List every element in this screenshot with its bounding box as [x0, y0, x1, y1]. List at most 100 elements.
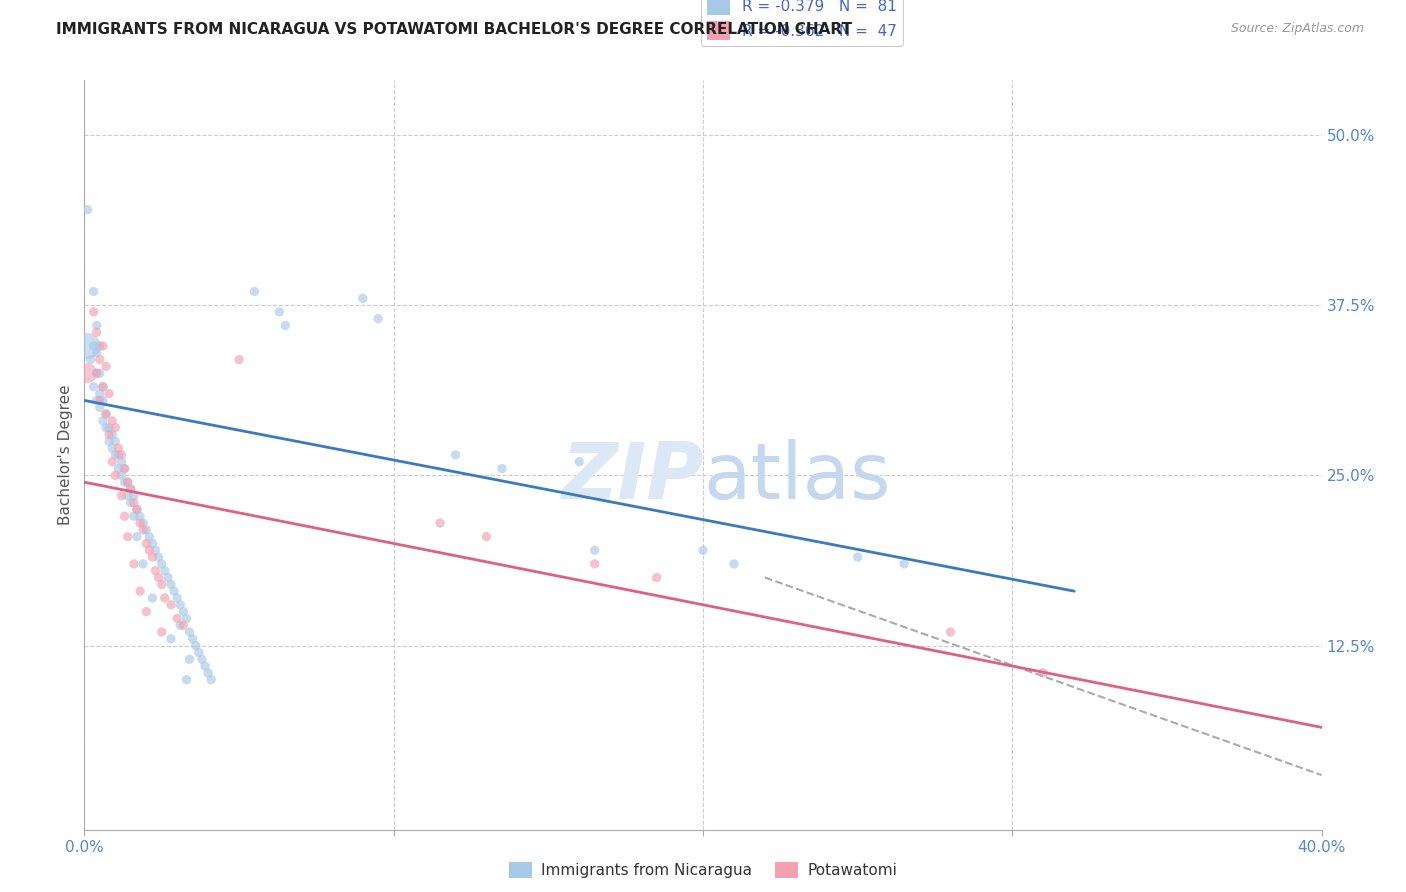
Point: [645, 570, 668, 584]
Text: Source: ZipAtlas.com: Source: ZipAtlas.com: [1230, 22, 1364, 36]
Point: [176, 611, 198, 625]
Point: [191, 652, 214, 666]
Point: [138, 530, 160, 544]
Point: [98, 420, 121, 434]
Point: [148, 550, 170, 565]
Point: [132, 557, 155, 571]
Point: [160, 577, 183, 591]
Point: [122, 557, 145, 571]
Point: [91, 380, 114, 394]
Point: [86, 393, 108, 408]
Point: [156, 570, 179, 584]
Point: [122, 509, 145, 524]
Point: [117, 530, 139, 544]
Point: [79, 352, 101, 367]
Point: [1032, 665, 1054, 680]
Point: [132, 516, 155, 530]
Point: [893, 557, 915, 571]
Point: [176, 673, 198, 687]
Point: [352, 291, 374, 305]
Text: ZIP: ZIP: [561, 440, 703, 516]
Point: [135, 536, 157, 550]
Point: [444, 448, 467, 462]
Point: [91, 414, 114, 428]
Point: [104, 420, 127, 434]
Point: [107, 461, 129, 475]
Point: [723, 557, 745, 571]
Point: [169, 618, 191, 632]
Point: [98, 427, 121, 442]
Point: [114, 475, 136, 490]
Point: [197, 665, 219, 680]
Point: [160, 598, 183, 612]
Point: [122, 495, 145, 509]
Point: [429, 516, 451, 530]
Point: [83, 305, 105, 319]
Point: [475, 530, 498, 544]
Point: [91, 380, 114, 394]
Point: [166, 591, 188, 605]
Point: [122, 489, 145, 503]
Point: [135, 523, 157, 537]
Point: [200, 673, 222, 687]
Point: [145, 543, 167, 558]
Point: [89, 386, 111, 401]
Point: [104, 434, 127, 449]
Point: [141, 550, 163, 565]
Point: [153, 591, 176, 605]
Point: [86, 345, 108, 359]
Legend: R = -0.379   N =  81, R = -0.362   N =  47: R = -0.379 N = 81, R = -0.362 N = 47: [700, 0, 903, 46]
Point: [101, 455, 124, 469]
Point: [104, 448, 127, 462]
Legend: Immigrants from Nicaragua, Potawatomi: Immigrants from Nicaragua, Potawatomi: [503, 856, 903, 884]
Point: [94, 359, 117, 374]
Point: [76, 202, 98, 217]
Point: [89, 352, 111, 367]
Point: [89, 401, 111, 415]
Point: [114, 461, 136, 475]
Point: [114, 461, 136, 475]
Point: [179, 652, 201, 666]
Point: [125, 530, 148, 544]
Point: [846, 550, 869, 565]
Point: [491, 461, 513, 475]
Point: [129, 516, 152, 530]
Point: [148, 570, 170, 584]
Point: [120, 482, 142, 496]
Point: [98, 386, 121, 401]
Point: [86, 366, 108, 380]
Point: [91, 339, 114, 353]
Point: [181, 632, 204, 646]
Point: [117, 475, 139, 490]
Point: [83, 339, 105, 353]
Point: [94, 420, 117, 434]
Text: atlas: atlas: [703, 440, 890, 516]
Point: [568, 455, 591, 469]
Point: [184, 639, 207, 653]
Point: [89, 366, 111, 380]
Point: [132, 523, 155, 537]
Point: [150, 577, 173, 591]
Point: [583, 557, 606, 571]
Point: [187, 645, 209, 659]
Point: [83, 285, 105, 299]
Point: [101, 414, 124, 428]
Point: [120, 495, 142, 509]
Point: [76, 339, 98, 353]
Point: [117, 489, 139, 503]
Point: [141, 591, 163, 605]
Point: [91, 393, 114, 408]
Point: [163, 584, 186, 599]
Point: [110, 468, 132, 483]
Y-axis label: Bachelor's Degree: Bachelor's Degree: [58, 384, 73, 525]
Point: [194, 659, 217, 673]
Point: [243, 285, 266, 299]
Point: [120, 482, 142, 496]
Point: [98, 434, 121, 449]
Point: [141, 536, 163, 550]
Point: [101, 427, 124, 442]
Point: [101, 441, 124, 455]
Point: [89, 393, 111, 408]
Text: IMMIGRANTS FROM NICARAGUA VS POTAWATOMI BACHELOR'S DEGREE CORRELATION CHART: IMMIGRANTS FROM NICARAGUA VS POTAWATOMI …: [56, 22, 852, 37]
Point: [114, 509, 136, 524]
